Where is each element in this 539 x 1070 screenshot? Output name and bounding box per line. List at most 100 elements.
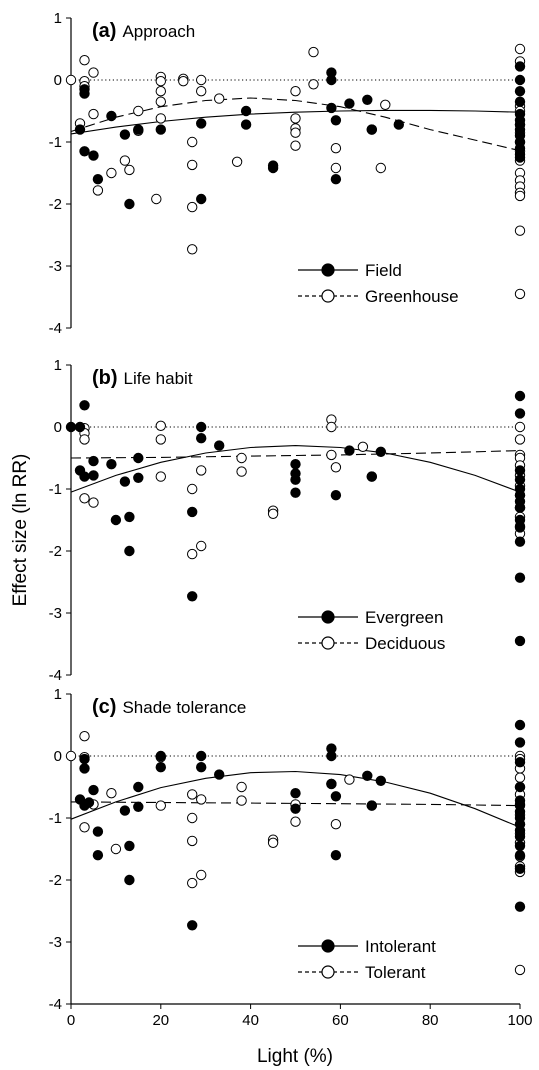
data-point-greenhouse — [155, 76, 167, 87]
data-point-greenhouse — [155, 96, 167, 107]
data-point-field — [124, 198, 135, 210]
data-point-field — [92, 174, 104, 185]
data-point-intolerant — [83, 797, 95, 808]
data-point-tolerant — [196, 794, 207, 805]
data-point-field — [514, 74, 526, 86]
data-point-field — [119, 129, 131, 140]
y-tick-label: -1 — [49, 481, 62, 498]
data-point-tolerant — [187, 835, 198, 847]
data-point-evergreen — [133, 472, 144, 483]
data-point-intolerant — [290, 803, 301, 814]
data-point-deciduous — [187, 483, 198, 495]
panel-name: Approach — [122, 22, 195, 41]
x-tick-label: 20 — [152, 1012, 169, 1029]
data-point-evergreen — [514, 572, 526, 583]
fit-curve-evergreen — [70, 445, 521, 493]
data-point-field — [362, 94, 373, 106]
data-point-field — [514, 152, 526, 163]
data-point-evergreen — [290, 487, 301, 498]
y-tick-label: -1 — [49, 810, 62, 827]
data-point-field — [155, 124, 167, 135]
legend-marker-intolerant — [321, 939, 335, 953]
data-point-intolerant — [196, 762, 207, 773]
y-tick-label: 1 — [54, 686, 62, 703]
y-tick-label: -1 — [49, 134, 62, 151]
data-point-field — [79, 146, 90, 157]
data-point-intolerant — [514, 831, 526, 842]
data-point-field — [514, 96, 526, 107]
data-point-evergreen — [514, 474, 526, 485]
data-point-deciduous — [514, 434, 526, 445]
panel-letter: (b) — [92, 367, 118, 389]
data-point-evergreen — [514, 408, 526, 419]
fit-curve-intolerant — [70, 770, 521, 828]
data-point-tolerant — [330, 819, 342, 830]
data-point-intolerant — [124, 840, 135, 852]
data-point-deciduous — [514, 421, 526, 433]
data-point-greenhouse — [124, 164, 135, 176]
data-point-tolerant — [514, 772, 526, 783]
x-axis-title: Light (%) — [257, 1046, 333, 1067]
data-point-greenhouse — [88, 108, 99, 120]
data-point-tolerant — [344, 774, 355, 785]
data-point-deciduous — [155, 471, 167, 482]
data-point-greenhouse — [308, 79, 319, 90]
data-point-greenhouse — [187, 201, 198, 213]
data-point-evergreen — [110, 514, 122, 526]
data-point-deciduous — [236, 466, 247, 477]
legend-label-evergreen: Evergreen — [365, 608, 443, 627]
data-point-field — [393, 119, 404, 130]
data-point-greenhouse — [231, 156, 243, 168]
data-point-deciduous — [187, 548, 198, 560]
legend-marker-field — [321, 263, 335, 277]
data-point-evergreen — [187, 506, 198, 518]
panel-name: Life habit — [124, 369, 193, 388]
data-point-tolerant — [267, 837, 279, 848]
panel-name: Shade tolerance — [122, 698, 246, 717]
data-point-evergreen — [514, 465, 526, 476]
data-point-greenhouse — [375, 162, 386, 174]
data-point-field — [106, 110, 117, 122]
legend-label-intolerant: Intolerant — [365, 937, 436, 956]
data-point-tolerant — [514, 964, 526, 976]
data-point-greenhouse — [308, 46, 319, 58]
data-point-field — [133, 124, 144, 135]
data-point-field — [514, 61, 526, 72]
data-point-deciduous — [155, 434, 167, 445]
data-point-greenhouse — [79, 55, 90, 66]
data-point-field — [74, 124, 86, 135]
data-point-intolerant — [88, 784, 99, 796]
data-point-evergreen — [375, 446, 386, 457]
x-tick-label: 0 — [67, 1012, 75, 1029]
legend-label-greenhouse: Greenhouse — [365, 287, 459, 306]
data-point-evergreen — [119, 476, 131, 487]
data-point-tolerant — [236, 795, 247, 806]
fit-curve-field — [70, 109, 521, 135]
fit-curve-greenhouse — [70, 97, 521, 152]
x-tick-label: 80 — [422, 1012, 439, 1029]
panel-letter: (a) — [92, 20, 116, 42]
data-point-intolerant — [326, 750, 337, 762]
data-point-field — [330, 174, 342, 185]
data-point-intolerant — [133, 801, 144, 812]
data-point-greenhouse — [330, 143, 342, 154]
data-point-intolerant — [330, 850, 342, 861]
data-point-greenhouse — [214, 93, 225, 104]
panel-3: 1 0 -1 -2 -3 -4 0 20 40 60 80 100 (c) Shade tolerance… — [49, 686, 533, 1029]
data-point-intolerant — [362, 770, 373, 781]
data-point-deciduous — [326, 421, 337, 433]
data-point-greenhouse — [133, 105, 144, 117]
data-point-greenhouse — [178, 76, 189, 87]
data-point-field — [344, 98, 355, 109]
y-tick-label: -2 — [49, 872, 62, 889]
data-point-field — [514, 86, 526, 97]
data-point-evergreen — [106, 459, 117, 470]
data-point-tolerant — [65, 750, 77, 762]
data-point-greenhouse — [187, 244, 198, 255]
data-point-deciduous — [267, 508, 279, 519]
data-point-field — [196, 118, 207, 129]
data-point-greenhouse — [290, 140, 301, 151]
data-point-field — [240, 105, 252, 117]
data-point-intolerant — [514, 840, 526, 852]
data-point-tolerant — [79, 822, 90, 833]
